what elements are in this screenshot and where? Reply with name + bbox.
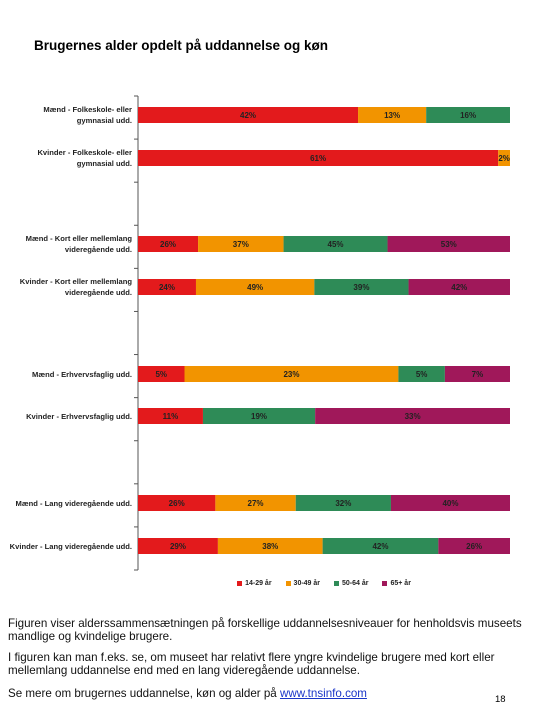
bar-segment-14-29-r: [138, 150, 499, 166]
legend-item: 14-29 år: [237, 579, 272, 587]
legend-label: 14-29 år: [245, 579, 272, 587]
bar-segment-50-64-r: [283, 236, 388, 252]
bar-segment-50-64-r: [295, 495, 391, 511]
bar-segment-65-r: [390, 495, 510, 511]
caption-paragraph-1: Figuren viser alderssammensætningen på f…: [8, 617, 522, 643]
bar-segment-30-49-r: [184, 366, 399, 382]
bar-segment-30-49-r: [498, 150, 510, 166]
bar-segment-65-r: [387, 236, 510, 252]
legend-swatch: [382, 580, 388, 586]
data-label: 38%: [262, 542, 278, 551]
bar-segment-50-64-r: [426, 107, 510, 123]
data-label: 61%: [310, 154, 326, 163]
category-label: Mænd - Lang videregående udd.: [15, 498, 132, 508]
caption-paragraph-2: I figuren kan man f.eks. se, om museet h…: [8, 651, 495, 677]
data-label: 11%: [163, 412, 179, 421]
caption-paragraph-3-text: Se mere om brugernes uddannelse, køn og …: [8, 687, 280, 700]
bar-segment-30-49-r: [198, 236, 284, 252]
legend-item: 30-49 år: [285, 579, 321, 587]
data-label: 39%: [353, 283, 369, 292]
data-label: 33%: [405, 412, 421, 421]
page-number: 18: [495, 694, 506, 705]
legend-item: 50-64 år: [334, 580, 368, 587]
data-label: 27%: [248, 499, 264, 508]
bar-segment-14-29-r: [138, 107, 359, 123]
data-label: 26%: [466, 542, 482, 551]
data-label: 42%: [372, 542, 388, 551]
bar-segment-50-64-r: [202, 408, 316, 424]
data-label: 16%: [460, 111, 476, 120]
tnsinfo-link[interactable]: www.tnsinfo.com: [279, 687, 367, 700]
caption-paragraph-3: Se mere om brugernes uddannelse, køn og …: [8, 687, 478, 700]
data-label: 5%: [155, 370, 167, 379]
bar-segment-50-64-r: [314, 279, 409, 295]
category-label: Kvinder - Folkeskole- eller gymnasial ud…: [37, 148, 132, 168]
chart-title: Brugernes alder opdelt på uddannelse og …: [34, 38, 329, 53]
data-label: 19%: [251, 412, 267, 421]
category-label: Mænd - Erhvervsfaglig udd.: [32, 369, 132, 379]
data-label: 37%: [233, 240, 249, 249]
stacked-bar-chart: 42% 13% 16% 61% 2% 26% 37% 45% 53% 24% 49% 39% 42% 5%…: [134, 95, 510, 571]
category-label: Mænd - Folkeskole- eller gymnasial udd.: [43, 105, 132, 125]
data-label: 49%: [247, 283, 263, 292]
bar-segment-65-r: [438, 538, 510, 554]
bar-segment-65-r: [315, 408, 510, 424]
legend-label: 30-49 år: [293, 579, 321, 587]
data-label: 53%: [441, 240, 457, 249]
data-label: 45%: [328, 240, 344, 249]
legend-label: 50-64 år: [342, 579, 369, 587]
data-label: 26%: [160, 240, 176, 249]
bar-segment-50-64-r: [398, 366, 445, 382]
category-label: Kvinder - Kort eller mellemlang videregå…: [19, 277, 132, 297]
data-label: 29%: [170, 542, 186, 551]
data-label: 42%: [451, 283, 467, 292]
legend-swatch: [237, 580, 243, 586]
data-label: 24%: [159, 283, 175, 292]
data-label: 40%: [442, 499, 458, 508]
bar-segment-30-49-r: [217, 538, 323, 554]
data-label: 13%: [384, 111, 400, 120]
bar-segment-14-29-r: [138, 495, 216, 511]
bar-segment-50-64-r: [322, 538, 439, 554]
legend-item: 65+ år: [382, 579, 411, 587]
bar-segment-30-49-r: [195, 279, 315, 295]
legend-swatch: [285, 580, 291, 586]
data-label: 5%: [416, 370, 428, 379]
bar-segment-30-49-r: [358, 107, 427, 123]
data-label: 2%: [498, 154, 510, 163]
legend: 14-29 år 30-49 år 50-64 år 65+ år: [138, 576, 510, 590]
category-label: Kvinder - Lang videregående udd.: [9, 541, 132, 551]
data-label: 7%: [472, 370, 484, 379]
category-label: Mænd - Kort eller mellemlang videregåend…: [25, 234, 132, 254]
data-label: 26%: [169, 499, 185, 508]
data-label: 23%: [283, 370, 299, 379]
bar-segment-14-29-r: [138, 366, 185, 382]
bar-segment-14-29-r: [138, 538, 218, 554]
bar-segment-65-r: [408, 279, 510, 295]
category-label: Kvinder - Erhvervsfaglig udd.: [26, 411, 132, 421]
legend-swatch: [334, 580, 340, 586]
bar-segment-14-29-r: [138, 408, 203, 424]
data-label: 42%: [240, 111, 256, 120]
bar-segment-14-29-r: [138, 279, 196, 295]
bar-segment-65-r: [444, 366, 510, 382]
legend-label: 65+ år: [390, 579, 411, 587]
bar-segment-14-29-r: [138, 236, 199, 252]
bar-segment-30-49-r: [215, 495, 296, 511]
data-label: 32%: [335, 499, 351, 508]
